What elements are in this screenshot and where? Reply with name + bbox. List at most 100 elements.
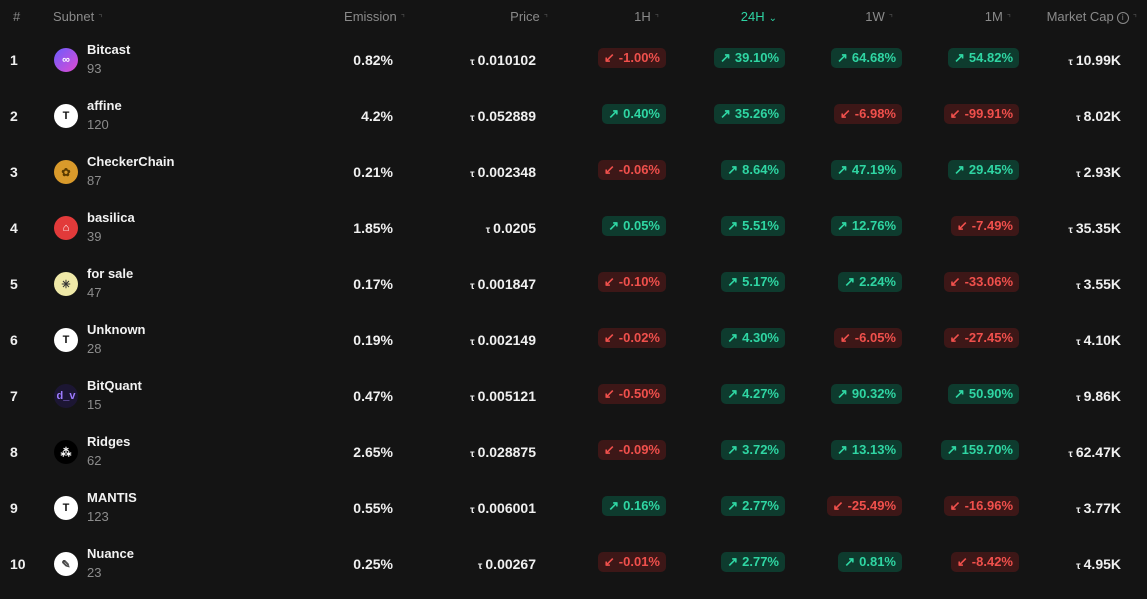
change-h1-badge: ↙ -0.50% (597, 384, 666, 404)
feather-logo-icon: ✎ (54, 552, 78, 576)
header-1h[interactable]: 1H ⌝ (634, 9, 659, 24)
trend-up-icon: ↗ (837, 386, 848, 401)
tao-symbol: τ (1076, 393, 1081, 404)
table-row[interactable]: 10 ✎ Nuance 23 0.25% τ 0.00267 ↙ -0.01% ↗ 2.77% ↗ 0.… (0, 536, 1147, 592)
price-value: τ 0.002348 (470, 164, 536, 180)
header-subnet[interactable]: Subnet ⌝ (53, 9, 103, 24)
change-h24-badge: ↗ 4.27% (721, 384, 785, 404)
trend-down-icon: ↙ (949, 330, 961, 345)
subnet-name[interactable]: BitQuant (87, 378, 142, 393)
rank: 5 (10, 276, 18, 292)
trend-up-icon: ↗ (837, 162, 848, 177)
tao-symbol: τ (470, 449, 475, 460)
trend-down-icon: ↙ (839, 106, 851, 121)
market-cap-value: τ 4.95K (1076, 556, 1121, 572)
change-m1-badge: ↙ -7.49% (950, 216, 1019, 236)
trend-down-icon: ↙ (603, 330, 615, 345)
table-row[interactable]: 9 T MANTIS 123 0.55% τ 0.006001 ↗ 0.16% ↗ 2.77% ↙ -2… (0, 480, 1147, 536)
trend-up-icon: ↗ (727, 218, 739, 233)
tao-symbol: τ (470, 281, 475, 292)
tao-symbol: τ (1076, 169, 1081, 180)
header-24h[interactable]: 24H ⌄ (740, 9, 777, 24)
table-row[interactable]: 4 ⌂ basilica 39 1.85% τ 0.0205 ↗ 0.05% ↗ 5.51% ↗ 12.… (0, 200, 1147, 256)
emission-value: 0.55% (353, 500, 393, 516)
subnet-name[interactable]: Unknown (87, 322, 146, 337)
header-1w[interactable]: 1W ⌝ (865, 9, 893, 24)
header-market-cap[interactable]: Market Cap i ⌝ (1046, 9, 1137, 24)
trend-down-icon: ↙ (839, 330, 851, 345)
price-value: τ 0.010102 (470, 52, 536, 68)
subnet-name[interactable]: affine (87, 98, 122, 113)
subnet-table-body: 1 ∞ Bitcast 93 0.82% τ 0.010102 ↙ -1.00% ↗ 39.10% ↗… (0, 32, 1147, 592)
header-emission[interactable]: Emission ⌝ (344, 9, 405, 24)
emission-value: 0.21% (353, 164, 393, 180)
bitquant-logo-icon: d_v (54, 384, 78, 408)
tao-symbol: τ (1068, 225, 1073, 236)
rank: 1 (10, 52, 18, 68)
table-row[interactable]: 8 ⁂ Ridges 62 2.65% τ 0.028875 ↙ -0.09% ↗ 3.72% ↗ 13… (0, 424, 1147, 480)
subnet-name[interactable]: basilica (87, 210, 135, 225)
subnet-name[interactable]: for sale (87, 266, 134, 281)
rank: 3 (10, 164, 18, 180)
info-icon[interactable]: i (1116, 12, 1129, 24)
rank: 9 (10, 500, 18, 516)
tao-symbol: τ (470, 57, 475, 68)
tao-symbol: τ (1068, 57, 1073, 68)
table-row[interactable]: 7 d_v BitQuant 15 0.47% τ 0.005121 ↙ -0.50% ↗ 4.27… (0, 368, 1147, 424)
tao-logo-icon: T (54, 104, 78, 128)
market-cap-value: τ 10.99K (1068, 52, 1121, 68)
change-h24-badge: ↗ 2.77% (721, 496, 785, 516)
change-m1-badge: ↗ 50.90% (948, 384, 1019, 404)
asterisk-logo-icon: ✳ (54, 272, 78, 296)
change-h1-badge: ↗ 0.40% (602, 104, 666, 124)
change-h1-badge: ↙ -0.06% (597, 160, 666, 180)
table-row[interactable]: 1 ∞ Bitcast 93 0.82% τ 0.010102 ↙ -1.00% ↗ 39.10% ↗… (0, 32, 1147, 88)
change-w1-badge: ↗ 90.32% (831, 384, 902, 404)
header-price[interactable]: Price ⌝ (510, 9, 548, 24)
trend-down-icon: ↙ (603, 50, 615, 65)
change-h24-badge: ↗ 4.30% (721, 328, 785, 348)
change-m1-badge: ↙ -16.96% (943, 496, 1019, 516)
trend-up-icon: ↗ (837, 218, 848, 233)
tao-symbol: τ (477, 561, 483, 572)
trend-up-icon: ↗ (837, 442, 848, 457)
market-cap-value: τ 9.86K (1076, 388, 1121, 404)
tao-symbol: τ (470, 169, 475, 180)
rank: 2 (10, 108, 18, 124)
trend-up-icon: ↗ (720, 50, 731, 65)
tao-symbol: τ (1076, 337, 1081, 348)
subnet-name[interactable]: Nuance (87, 546, 134, 561)
header-1m[interactable]: 1M ⌝ (984, 9, 1011, 24)
table-row[interactable]: 3 ✿ CheckerChain 87 0.21% τ 0.002348 ↙ -0.06% ↗ 8.… (0, 144, 1147, 200)
trend-up-icon: ↗ (608, 106, 620, 121)
table-row[interactable]: 5 ✳ for sale 47 0.17% τ 0.001847 ↙ -0.10% ↗ 5.17% ↗… (0, 256, 1147, 312)
change-h1-badge: ↙ -0.09% (597, 440, 666, 460)
price-value: τ 0.00267 (477, 556, 536, 572)
subnet-netuid: 87 (87, 173, 102, 188)
sort-icon: ⌝ (543, 13, 548, 23)
emission-value: 2.65% (353, 444, 393, 460)
table-row[interactable]: 6 T Unknown 28 0.19% τ 0.002149 ↙ -0.02% ↗ 4.30% ↙ -… (0, 312, 1147, 368)
change-w1-badge: ↙ -25.49% (826, 496, 902, 516)
subnet-name[interactable]: Ridges (87, 434, 131, 449)
subnet-name[interactable]: Bitcast (87, 42, 131, 57)
table-header: # Subnet ⌝ Emission ⌝ Price ⌝ 1H ⌝ 24H ⌄ 1W ⌝ … (0, 0, 1147, 32)
change-h24-badge: ↗ 8.64% (721, 160, 785, 180)
change-h24-badge: ↗ 5.51% (721, 216, 785, 236)
subnet-name[interactable]: MANTIS (87, 490, 137, 505)
price-value: τ 0.002149 (470, 332, 536, 348)
trend-down-icon: ↙ (949, 106, 961, 121)
change-m1-badge: ↙ -8.42% (950, 552, 1019, 572)
tao-symbol: τ (1076, 505, 1081, 516)
tao-symbol: τ (485, 225, 491, 236)
subnet-name[interactable]: CheckerChain (87, 154, 175, 169)
emission-value: 0.25% (353, 556, 393, 572)
ridges-logo-icon: ⁂ (54, 440, 78, 464)
rank: 4 (10, 220, 18, 236)
market-cap-value: τ 62.47K (1068, 444, 1121, 460)
change-m1-badge: ↗ 54.82% (948, 48, 1019, 68)
trend-up-icon: ↗ (727, 442, 739, 457)
trend-up-icon: ↗ (727, 162, 739, 177)
trend-down-icon: ↙ (956, 554, 968, 569)
